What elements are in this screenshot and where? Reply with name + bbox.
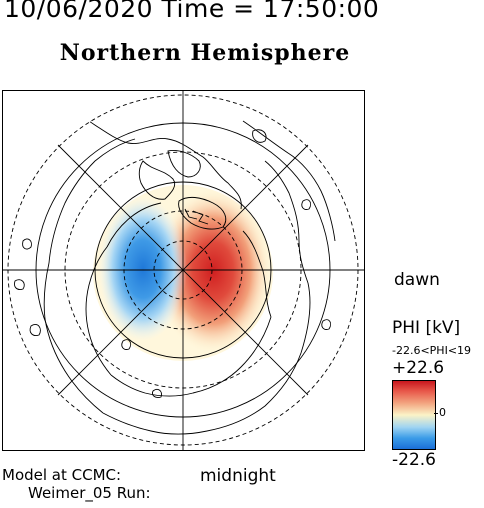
hemisphere-title: Northern Hemisphere (59, 40, 351, 66)
datetime-title: 10/06/2020 Time = 17:50:00 (4, 0, 380, 23)
model-label: Model at CCMC: (2, 466, 122, 484)
polar-map-frame (2, 90, 365, 451)
coastlines (14, 110, 336, 435)
colorbar-min-label: -22.6 (392, 450, 436, 470)
dawn-label: dawn (394, 270, 440, 290)
midnight-label: midnight (200, 466, 276, 486)
colorbar-title: PHI [kV] (392, 318, 461, 338)
colorbar (392, 380, 436, 450)
colorbar-zero-label: 0 (439, 406, 446, 419)
polar-map (3, 91, 364, 450)
colorbar-max-label: +22.6 (392, 358, 445, 378)
dawn-cell (155, 189, 271, 353)
colorbar-range-text: -22.6<PHI<19 (392, 344, 472, 357)
dusk-cell (99, 197, 187, 341)
run-label: Weimer_05 Run: (28, 484, 151, 502)
colorbar-zero-tick (434, 413, 438, 414)
